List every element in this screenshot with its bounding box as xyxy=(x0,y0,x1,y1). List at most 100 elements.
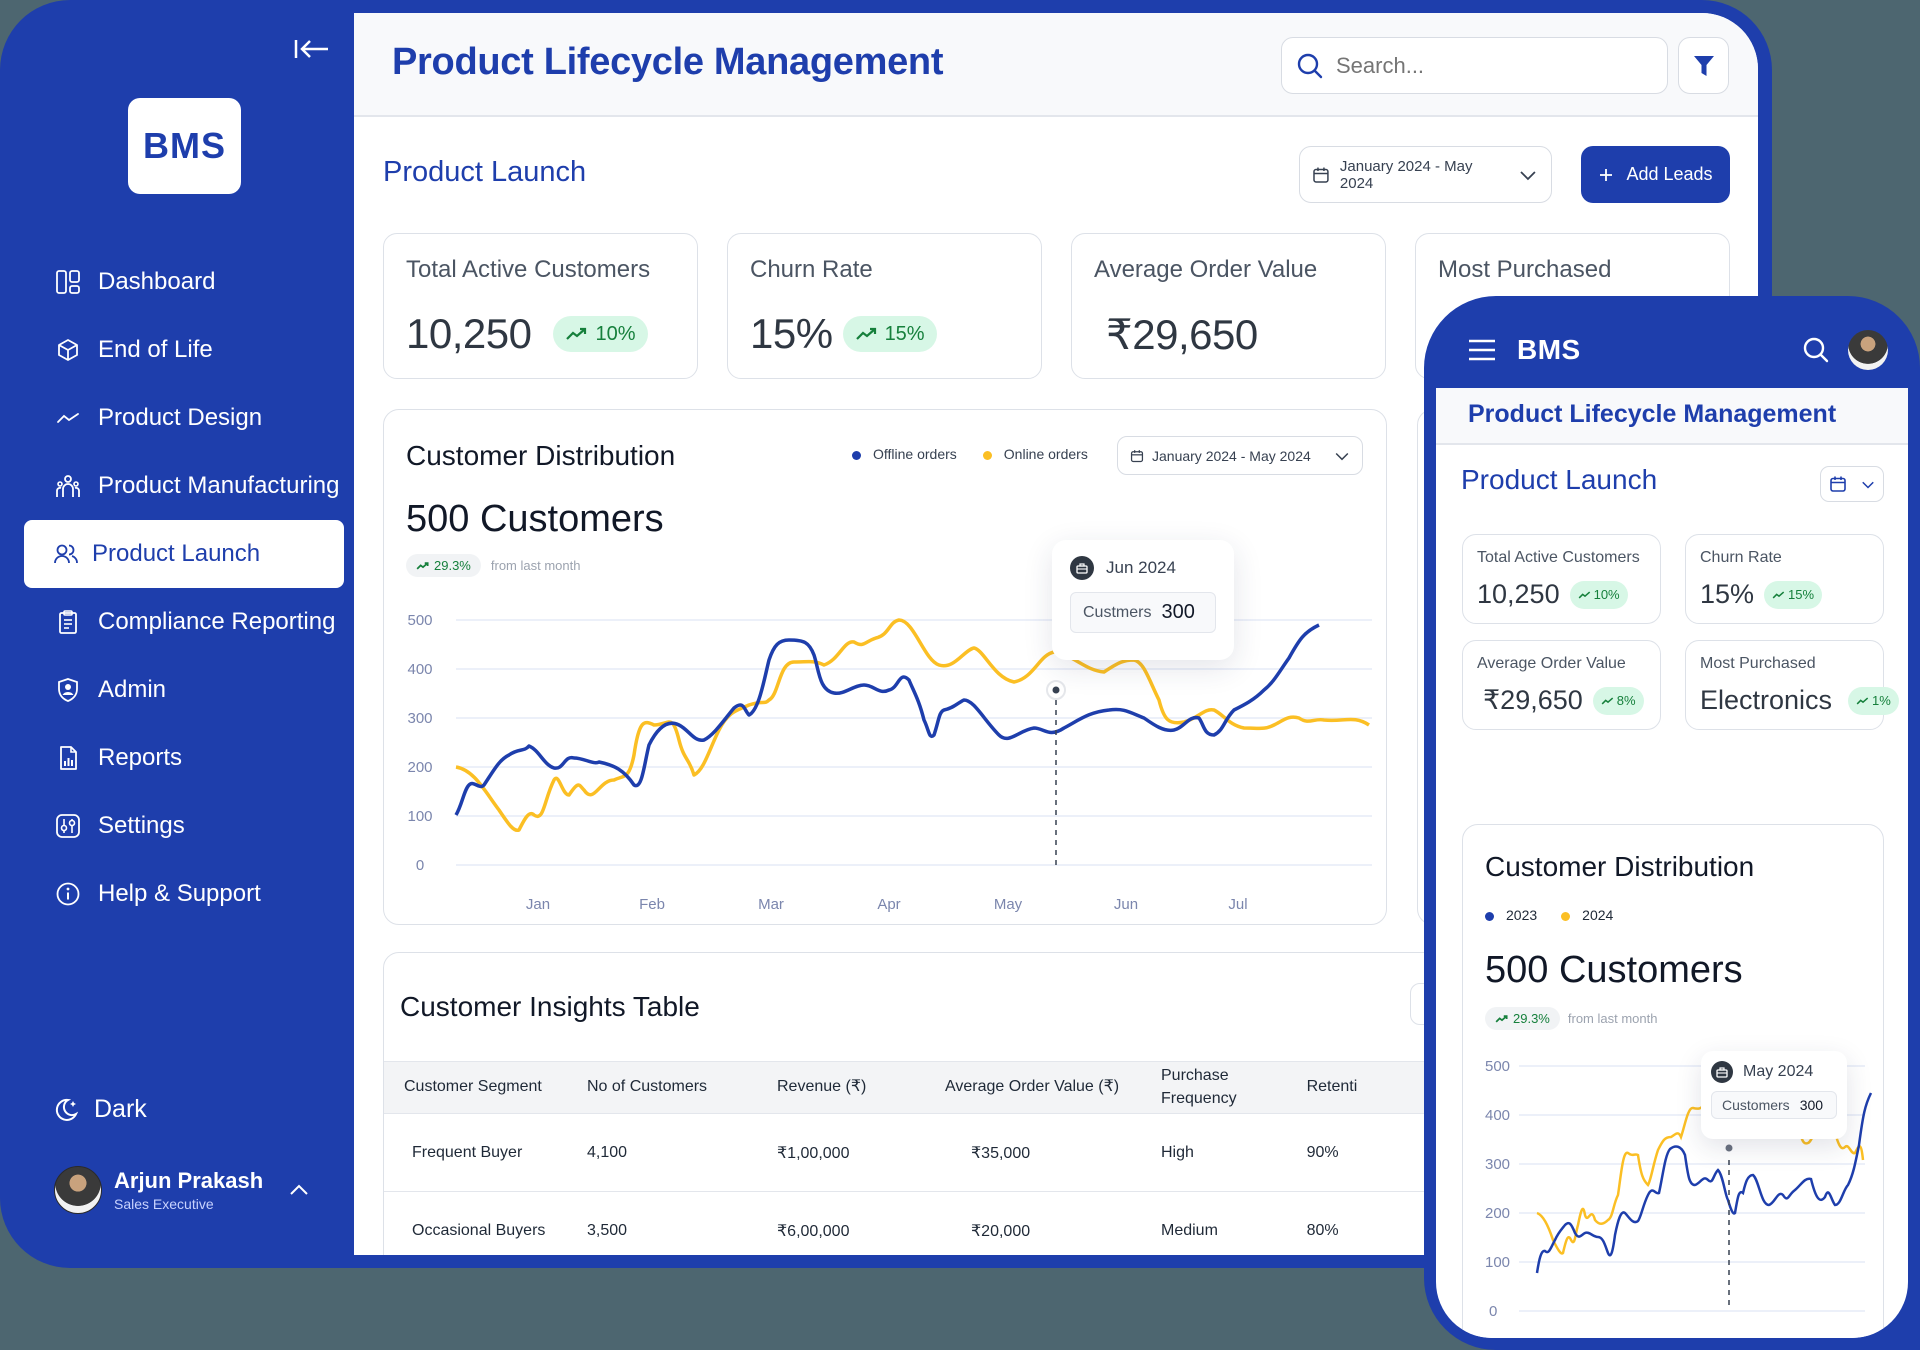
table-title: Customer Insights Table xyxy=(400,991,700,1022)
kpi-label: Most Purchased xyxy=(1438,256,1612,283)
table-row[interactable]: Frequent Buyer 4,100 ₹1,00,000 ₹35,000 H… xyxy=(384,1113,1484,1192)
cell-segment: Occasional Buyers xyxy=(384,1191,587,1255)
line-chart[interactable]: 500 400 300 200 100 0 Jan Feb Mar Apr May Jun Jul xyxy=(384,600,1386,920)
filter-button[interactable] xyxy=(1678,37,1729,94)
delta-note: from last month xyxy=(490,558,581,573)
search-icon xyxy=(1297,53,1323,78)
trend-up-icon xyxy=(1772,591,1785,598)
cell-segment: Frequent Buyer xyxy=(384,1113,587,1192)
kpi-churn-rate: Churn Rate 15% 15% xyxy=(727,233,1042,379)
top-bar: Product Lifecycle Management xyxy=(354,13,1758,117)
column-header[interactable]: Revenue (₹) xyxy=(777,1061,945,1114)
column-header[interactable]: Purchase Frequency xyxy=(1161,1061,1307,1114)
chevron-down-icon xyxy=(1520,170,1536,180)
sidebar-item-product-design[interactable]: Product Design xyxy=(24,384,344,452)
legend-offline: Offline orders xyxy=(852,446,957,462)
trend-badge: 15% xyxy=(842,316,937,352)
delta-badge: 29.3% xyxy=(406,554,481,577)
kpi-value: ₹29,650 xyxy=(1106,311,1258,358)
chart-date-range-select[interactable]: January 2024 - May 2024 xyxy=(1117,436,1363,475)
trend-up-icon xyxy=(855,327,876,340)
sidebar-item-product-launch[interactable]: Product Launch xyxy=(24,520,344,588)
sidebar-item-admin[interactable]: Admin xyxy=(24,656,344,724)
kpi-label: Average Order Value xyxy=(1477,655,1626,672)
trend-value: 10% xyxy=(595,322,636,345)
mobile-customer-distribution-card: Customer Distribution 2023 2024 500 Cust… xyxy=(1462,824,1884,1338)
desktop-app-frame: BMS Dashboard End of Life Product Design… xyxy=(0,0,1772,1268)
search-box[interactable] xyxy=(1281,37,1668,94)
delta-note: from last month xyxy=(1567,1011,1658,1026)
offline-orders-line xyxy=(454,623,1320,816)
tooltip-label: Customers xyxy=(1722,1097,1790,1113)
sidebar-item-dashboard[interactable]: Dashboard xyxy=(24,248,344,316)
svg-text:0: 0 xyxy=(1489,1303,1497,1320)
svg-text:200: 200 xyxy=(407,759,432,776)
moon-icon xyxy=(55,1098,79,1121)
tooltip-label: Custmers xyxy=(1083,603,1152,621)
mobile-date-select[interactable] xyxy=(1820,466,1884,502)
chart-title: Customer Distribution xyxy=(1485,851,1755,882)
kpi-value: 10,250 xyxy=(1477,579,1560,609)
kpi-label: Most Purchased xyxy=(1700,655,1816,672)
table-row[interactable]: Occasional Buyers 3,500 ₹6,00,000 ₹20,00… xyxy=(384,1191,1484,1255)
kpi-total-active-customers: Total Active Customers 10,250 10% xyxy=(383,233,698,379)
mobile-chart-tooltip: May 2024 Customers 300 xyxy=(1701,1051,1847,1139)
tooltip-month: Jun 2024 xyxy=(1106,558,1176,577)
mobile-app-frame: BMS Product Lifecycle Management Product… xyxy=(1424,296,1920,1350)
sidebar-item-label: Dashboard xyxy=(98,268,216,295)
online-orders-line xyxy=(455,618,1370,833)
add-leads-button[interactable]: Add Leads xyxy=(1581,146,1730,203)
search-icon[interactable] xyxy=(1802,336,1830,364)
svg-text:Jul: Jul xyxy=(1228,896,1247,913)
user-profile[interactable]: Arjun Prakash Sales Executive xyxy=(54,1166,324,1214)
cell-aov: ₹20,000 xyxy=(945,1191,1161,1255)
avatar[interactable] xyxy=(1848,330,1888,370)
sidebar-item-label: Product Design xyxy=(98,404,263,431)
collapse-sidebar-button[interactable] xyxy=(292,34,332,64)
column-header[interactable]: No of Customers xyxy=(587,1061,777,1114)
date-range-select[interactable]: January 2024 - May 2024 xyxy=(1299,146,1552,203)
column-header[interactable]: Customer Segment xyxy=(384,1061,587,1114)
sidebar-item-compliance-reporting[interactable]: Compliance Reporting xyxy=(24,588,344,656)
legend-2024: 2024 xyxy=(1561,907,1613,923)
users-icon xyxy=(52,540,80,568)
sidebar-item-product-manufacturing[interactable]: Product Manufacturing xyxy=(24,452,344,520)
briefcase-icon xyxy=(1070,556,1094,580)
svg-text:400: 400 xyxy=(1485,1107,1510,1124)
search-input[interactable] xyxy=(1336,52,1636,79)
sidebar-item-reports[interactable]: Reports xyxy=(24,724,344,792)
info-icon xyxy=(54,880,82,908)
kpi-average-order-value: Average Order Value ₹29,650 xyxy=(1071,233,1386,379)
trend-up-icon xyxy=(1578,591,1590,598)
sidebar-item-label: Compliance Reporting xyxy=(98,608,336,635)
mobile-logo: BMS xyxy=(1517,334,1581,365)
sidebar-item-help-support[interactable]: Help & Support xyxy=(24,860,344,928)
svg-text:100: 100 xyxy=(407,808,432,825)
tooltip-value: 300 xyxy=(1799,1097,1824,1113)
dark-mode-toggle[interactable]: Dark xyxy=(52,1095,147,1124)
customer-distribution-card: Customer Distribution Offline orders Onl… xyxy=(383,409,1387,925)
trend-up-icon xyxy=(1495,1014,1508,1023)
tooltip-value: 300 xyxy=(1161,601,1195,623)
trend-up-icon xyxy=(416,561,429,570)
svg-text:100: 100 xyxy=(1485,1254,1510,1271)
series-2024-line xyxy=(1536,1065,1734,1255)
hamburger-menu-icon[interactable] xyxy=(1468,339,1496,361)
trend-up-icon xyxy=(1601,697,1613,704)
collapse-left-icon xyxy=(294,40,328,58)
briefcase-icon xyxy=(1711,1061,1733,1083)
add-leads-label: Add Leads xyxy=(1626,164,1713,184)
y-axis-labels: 500 400 300 200 100 0 xyxy=(407,612,432,874)
column-header[interactable]: Average Order Value (₹) xyxy=(945,1061,1161,1114)
kpi-value: 15% xyxy=(750,310,833,357)
svg-text:300: 300 xyxy=(1485,1156,1510,1173)
sidebar-item-label: Product Manufacturing xyxy=(98,472,340,499)
report-file-icon xyxy=(54,744,82,772)
clipboard-icon xyxy=(54,608,82,636)
sidebar-item-end-of-life[interactable]: End of Life xyxy=(24,316,344,384)
trend-badge: 1% xyxy=(1848,686,1899,715)
user-name: Arjun Prakash xyxy=(114,1168,264,1193)
chevron-up-icon[interactable] xyxy=(288,1183,310,1197)
user-role: Sales Executive xyxy=(114,1196,214,1212)
sidebar-item-settings[interactable]: Settings xyxy=(24,792,344,860)
